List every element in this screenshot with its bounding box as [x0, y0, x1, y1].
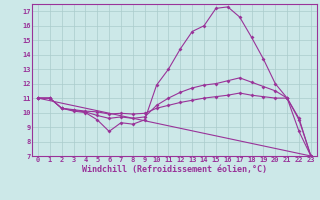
X-axis label: Windchill (Refroidissement éolien,°C): Windchill (Refroidissement éolien,°C) — [82, 165, 267, 174]
